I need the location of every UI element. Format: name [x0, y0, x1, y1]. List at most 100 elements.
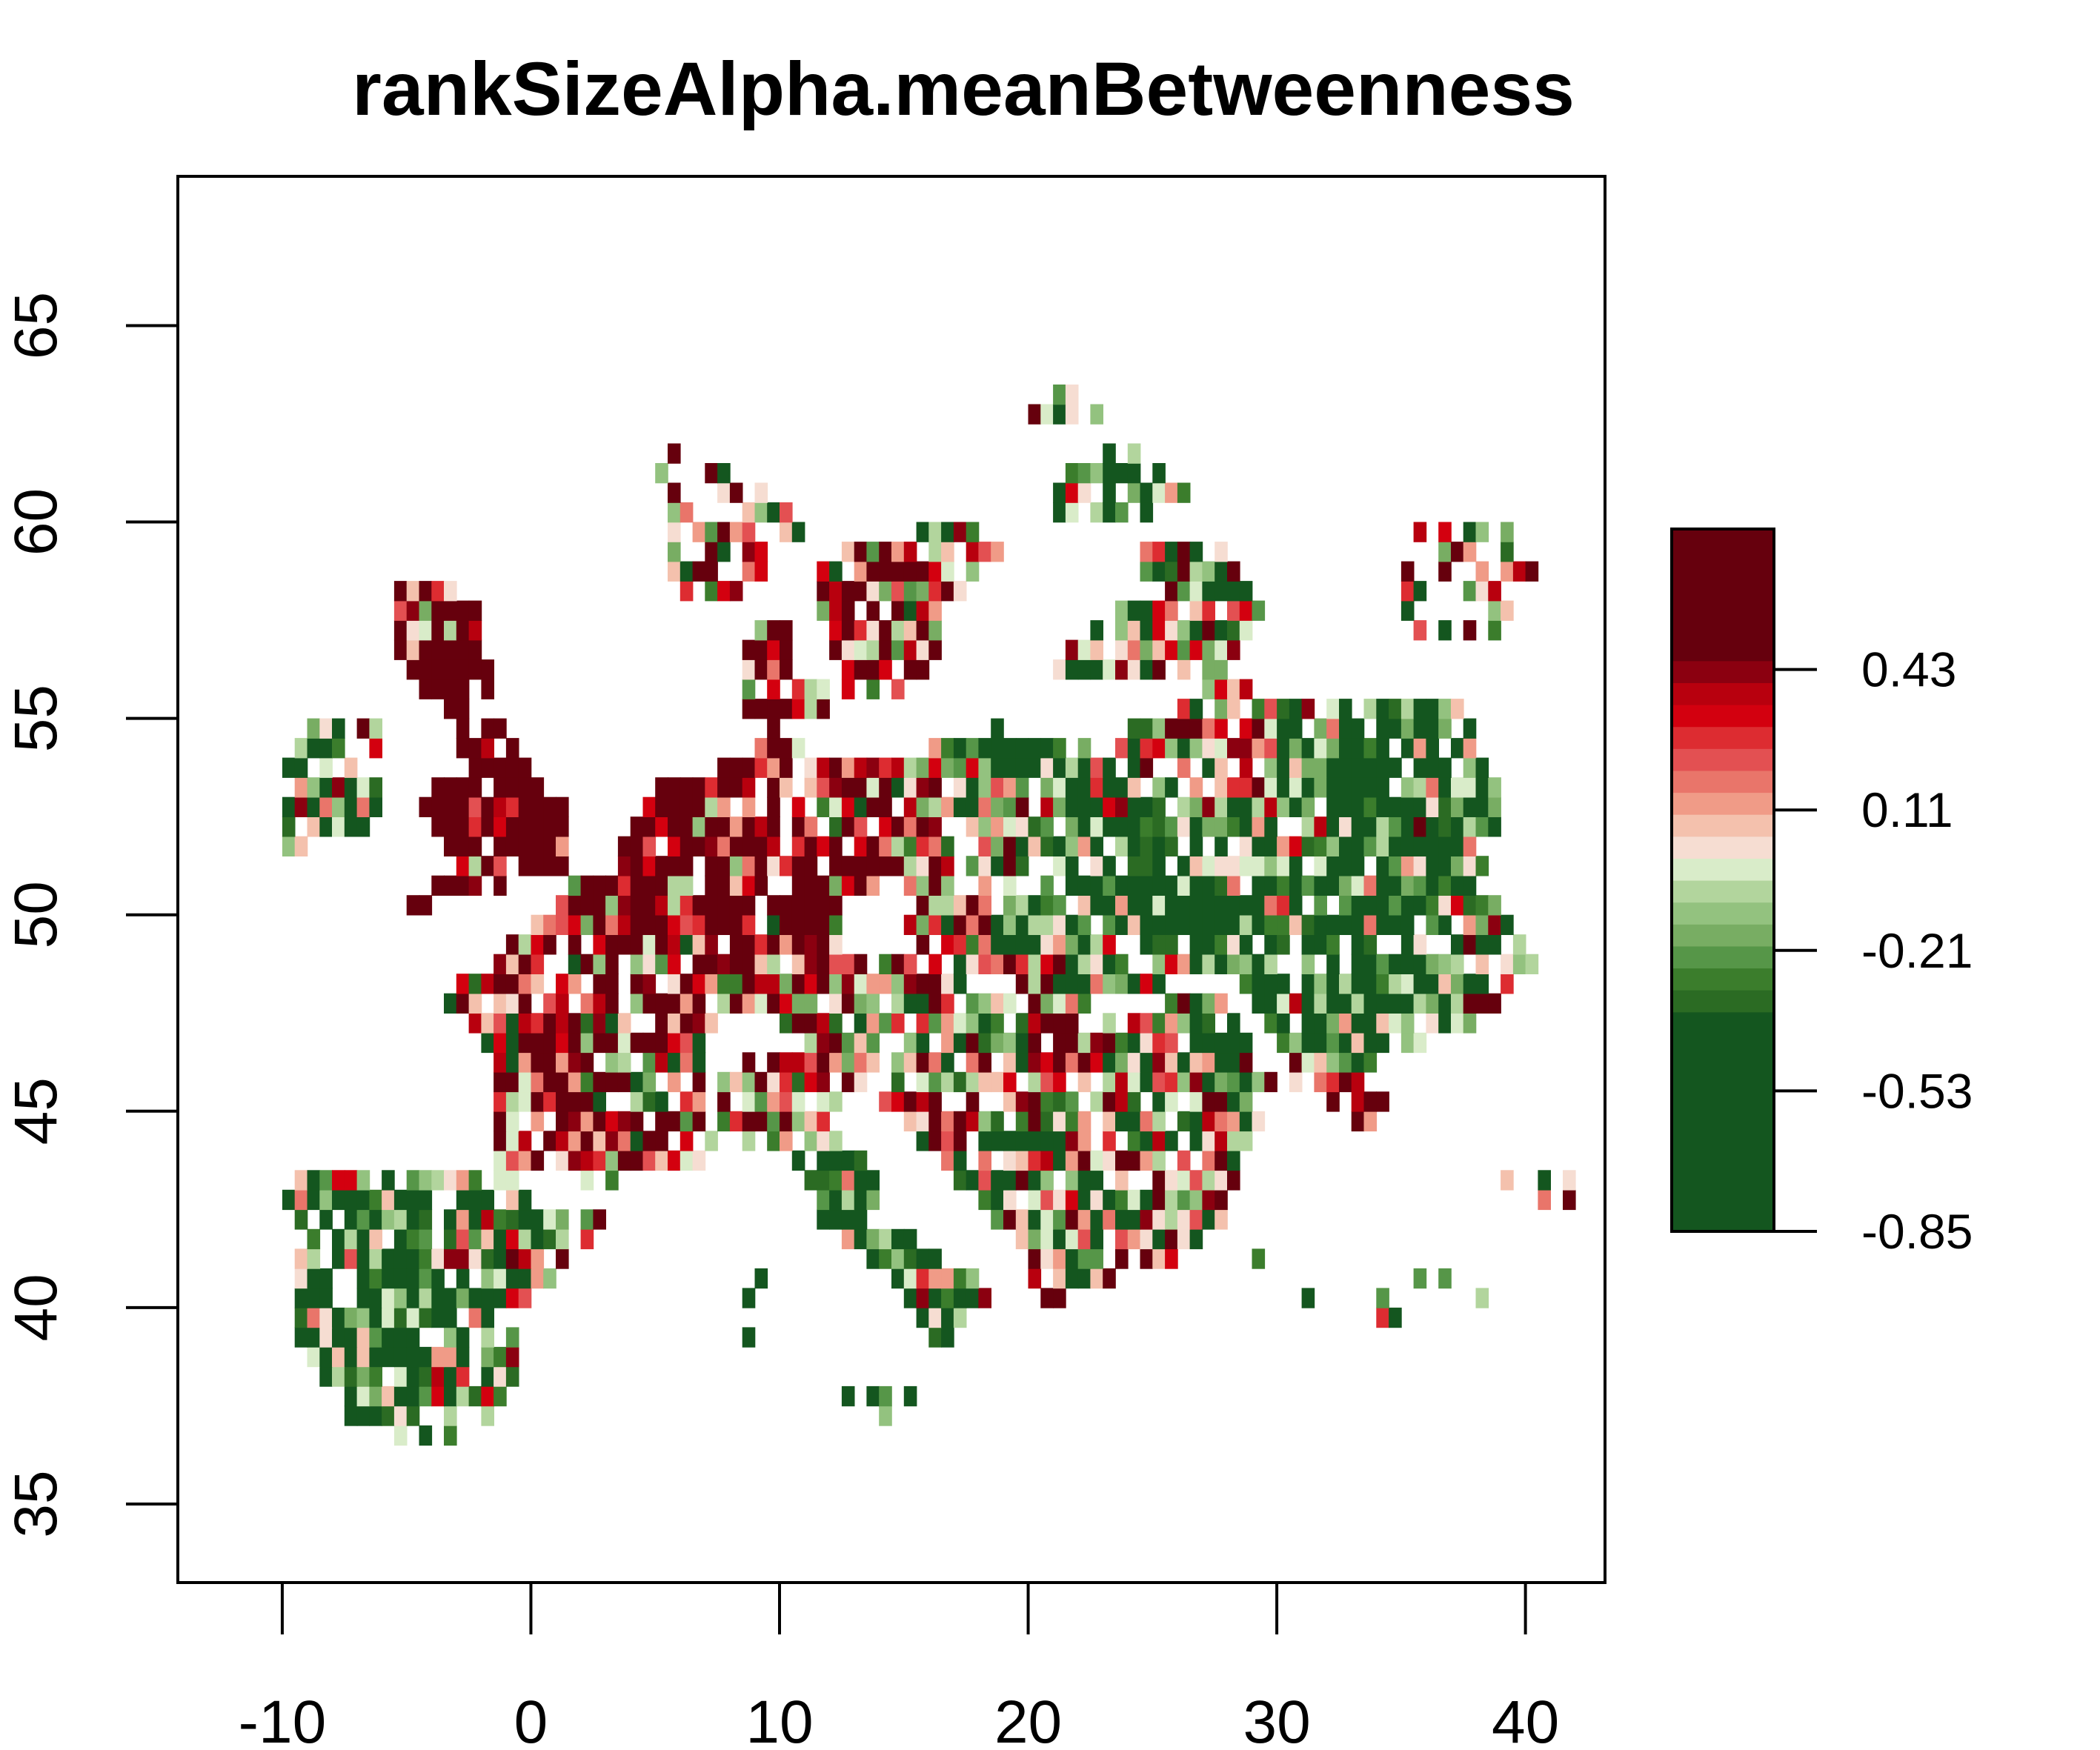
raster-cell — [692, 993, 706, 1014]
raster-cell — [1289, 856, 1303, 876]
raster-cell — [742, 993, 756, 1014]
raster-cell — [319, 1307, 333, 1328]
raster-cell — [991, 738, 1004, 759]
raster-cell — [1413, 757, 1427, 778]
raster-cell — [382, 1327, 395, 1348]
raster-cell — [804, 777, 818, 798]
raster-cell — [556, 1111, 569, 1132]
raster-cell — [1090, 404, 1103, 425]
raster-cell — [841, 620, 855, 641]
raster-cell — [294, 1248, 308, 1269]
raster-cell — [494, 836, 507, 856]
raster-cell — [903, 639, 917, 660]
raster-cell — [543, 1131, 556, 1151]
raster-cell — [1090, 1228, 1103, 1250]
raster-cell — [891, 1091, 905, 1112]
raster-cell — [617, 914, 631, 935]
raster-cell — [1077, 1032, 1091, 1054]
raster-cell — [456, 699, 470, 719]
raster-cell — [829, 974, 843, 994]
raster-cell — [344, 1170, 358, 1191]
raster-cell — [456, 974, 470, 994]
raster-cell — [966, 1170, 980, 1191]
raster-cell — [916, 934, 930, 955]
raster-cell — [717, 482, 731, 503]
raster-cell — [705, 934, 718, 955]
raster-cell — [481, 1327, 494, 1348]
raster-cell — [879, 796, 892, 817]
raster-cell — [605, 875, 619, 896]
raster-cell — [941, 1052, 954, 1073]
raster-cell — [754, 757, 768, 778]
raster-cell — [1090, 796, 1103, 817]
raster-cell — [854, 1209, 868, 1230]
raster-cell — [605, 1170, 619, 1191]
raster-cell — [1003, 934, 1017, 955]
raster-cell — [1177, 816, 1191, 837]
raster-cell — [903, 600, 917, 621]
raster-cell — [456, 836, 470, 856]
raster-cell — [419, 1425, 433, 1446]
raster-cell — [406, 1209, 420, 1230]
raster-cell — [1277, 777, 1290, 798]
raster-cell — [531, 914, 545, 935]
raster-cell — [903, 1288, 917, 1308]
raster-cell — [1426, 1013, 1439, 1034]
raster-cell — [991, 1111, 1004, 1132]
raster-cell — [705, 875, 718, 896]
raster-cell — [1140, 1052, 1154, 1073]
raster-cell — [468, 1170, 482, 1191]
raster-cell — [319, 777, 333, 798]
raster-cell — [1413, 718, 1427, 739]
raster-cell — [1426, 914, 1439, 935]
raster-cell — [991, 914, 1004, 935]
raster-cell — [1277, 856, 1290, 876]
raster-cell — [1115, 738, 1129, 759]
raster-cell — [953, 1288, 967, 1308]
raster-cell — [1314, 895, 1327, 916]
raster-cell — [1413, 699, 1427, 719]
raster-cell — [1326, 816, 1340, 837]
raster-cell — [1152, 796, 1166, 817]
raster-cell — [1028, 1170, 1042, 1191]
raster-cell — [1040, 1170, 1054, 1191]
raster-cell — [668, 1052, 681, 1073]
raster-cell — [1065, 1209, 1079, 1230]
raster-cell — [1215, 1131, 1228, 1151]
raster-cell — [1389, 856, 1402, 876]
raster-cell — [307, 718, 321, 739]
raster-cell — [642, 1071, 657, 1093]
raster-cell — [1090, 502, 1103, 523]
raster-cell — [854, 993, 868, 1014]
raster-cell — [617, 1013, 631, 1034]
raster-cell — [916, 1013, 930, 1034]
legend-tick-label: -0.21 — [1861, 923, 1973, 978]
raster-cell — [854, 1228, 868, 1250]
raster-cell — [518, 1032, 532, 1054]
raster-cell — [1215, 1189, 1228, 1211]
raster-cell — [1351, 934, 1365, 955]
raster-cell — [1501, 522, 1514, 542]
raster-cell — [903, 816, 917, 837]
raster-cell — [941, 757, 954, 778]
raster-cell — [531, 1150, 545, 1171]
raster-cell — [1127, 738, 1141, 759]
raster-cell — [1115, 463, 1129, 484]
raster-cell — [1301, 796, 1315, 817]
raster-cell — [668, 993, 681, 1014]
raster-cell — [494, 1032, 507, 1054]
raster-cell — [1351, 875, 1365, 896]
raster-cell — [419, 1307, 433, 1328]
raster-cell — [1077, 1189, 1091, 1211]
raster-cell — [854, 581, 868, 602]
legend-color-band — [1672, 836, 1774, 859]
raster-cell — [319, 1209, 333, 1230]
raster-cell — [1140, 1248, 1154, 1269]
raster-cell — [419, 895, 433, 916]
raster-cell — [1053, 836, 1066, 856]
raster-cell — [630, 875, 644, 896]
raster-cell — [1252, 600, 1266, 621]
raster-cell — [916, 1091, 930, 1112]
raster-cell — [456, 856, 470, 876]
raster-cell — [1252, 875, 1266, 896]
